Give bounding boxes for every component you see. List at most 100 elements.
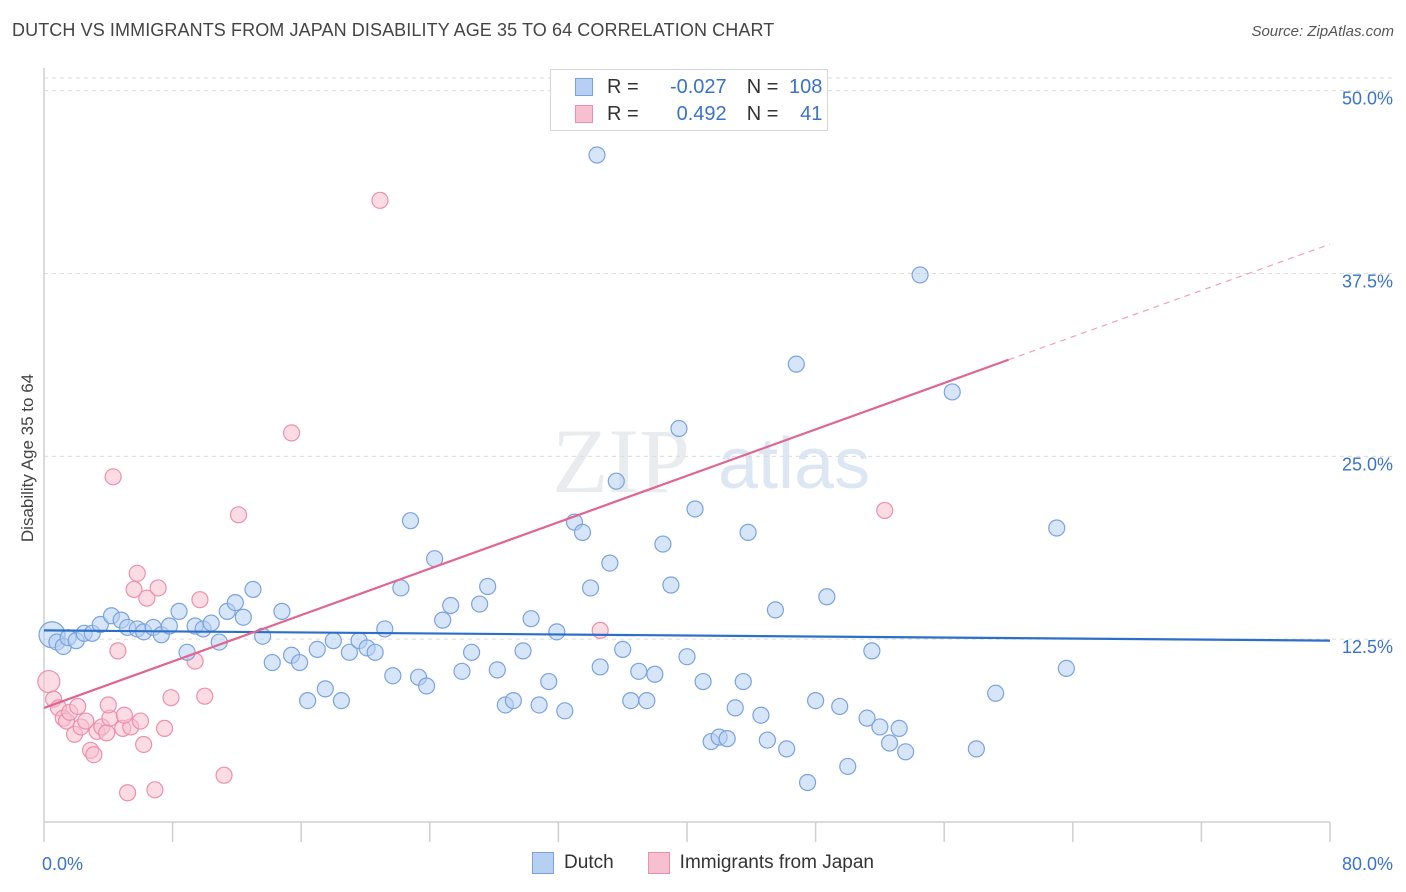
data-point-dutch [778, 740, 796, 758]
chart-title: DUTCH VS IMMIGRANTS FROM JAPAN DISABILIT… [12, 20, 775, 40]
legend-label-japan: Immigrants from Japan [679, 852, 874, 873]
legend-n-label: N = [746, 75, 779, 98]
data-point-japan [371, 191, 389, 209]
data-point-dutch [471, 595, 489, 613]
data-point-japan [146, 781, 164, 799]
data-point-japan [99, 696, 117, 714]
correlation-legend: R = -0.027 N = 108 R = 0.492 N = 41 [550, 69, 828, 131]
data-point-dutch [540, 672, 558, 691]
data-point-dutch [170, 602, 188, 620]
data-point-dutch [234, 608, 252, 626]
legend-marker-japan [647, 852, 670, 874]
data-point-dutch [726, 699, 744, 717]
data-point-dutch [739, 523, 757, 541]
data-point-dutch [858, 709, 876, 727]
data-point-dutch [871, 718, 889, 736]
data-point-dutch [588, 146, 606, 164]
data-point-dutch [670, 419, 688, 438]
data-point-japan [125, 580, 143, 599]
data-point-japan [155, 719, 174, 737]
x-tick-labels: 0.0% 80.0% [42, 854, 1393, 874]
x-tick-label: 80.0% [1342, 854, 1393, 874]
data-point-dutch [943, 383, 961, 401]
data-point-japan [135, 735, 153, 754]
data-point-japan [196, 687, 214, 705]
gridlines [44, 77, 1392, 640]
data-point-dutch [514, 642, 532, 660]
legend-marker-dutch [532, 852, 555, 874]
data-point-dutch [316, 680, 334, 698]
data-point-dutch [299, 691, 317, 710]
data-point-dutch [787, 355, 805, 373]
data-point-japan [282, 424, 301, 442]
x-tick-label: 0.0% [42, 854, 83, 874]
chart-source: Source: ZipAtlas.com [1251, 23, 1394, 40]
data-point-dutch [614, 640, 632, 658]
data-point-japan [191, 591, 209, 609]
data-point-dutch [556, 702, 574, 720]
data-point-dutch [392, 579, 410, 597]
legend-n-value-japan: 41 [800, 102, 823, 125]
data-point-dutch [897, 743, 915, 761]
data-point-dutch [839, 757, 857, 776]
data-point-dutch [244, 580, 262, 599]
legend-item-japan[interactable]: Immigrants from Japan [647, 852, 874, 874]
legend-row-dutch: R = -0.027 N = 108 [575, 74, 822, 100]
data-point-japan [229, 506, 248, 524]
data-point-dutch [630, 662, 648, 680]
data-point-dutch [479, 577, 497, 596]
data-point-japan [162, 689, 180, 707]
data-point-dutch [622, 691, 640, 710]
series-dutch [38, 146, 1075, 792]
data-point-dutch [686, 500, 704, 518]
data-point-dutch [591, 658, 609, 676]
data-point-dutch [766, 601, 785, 619]
data-point-dutch [678, 648, 696, 666]
data-point-dutch [324, 632, 342, 650]
watermark: ZIP atlas [552, 410, 870, 512]
data-point-dutch [442, 596, 460, 615]
legend-r-label: R = [607, 102, 639, 125]
data-point-dutch [573, 523, 592, 541]
data-point-japan [876, 501, 894, 520]
series-legend: Dutch Immigrants from Japan [0, 852, 1406, 874]
data-point-dutch [987, 684, 1005, 702]
data-point-dutch [1048, 519, 1066, 537]
data-point-dutch [263, 653, 281, 672]
y-tick-label: 12.5% [1342, 637, 1393, 657]
data-point-japan [98, 724, 116, 742]
legend-swatch-japan [575, 105, 593, 123]
data-point-dutch [863, 642, 881, 660]
data-point-dutch [581, 579, 600, 597]
y-tick-label: 25.0% [1342, 454, 1393, 474]
data-point-dutch [366, 643, 384, 661]
data-point-dutch [758, 731, 776, 749]
trend-lines [43, 243, 1331, 709]
data-point-dutch [718, 730, 736, 748]
legend-r-label: R = [607, 75, 639, 98]
data-point-dutch [530, 696, 548, 714]
legend-r-value-japan: 0.492 [676, 102, 727, 125]
legend-swatch-dutch [575, 78, 593, 96]
data-point-japan [115, 706, 133, 724]
data-point-dutch [798, 773, 817, 792]
data-point-dutch [806, 691, 825, 710]
data-point-japan [215, 766, 233, 784]
data-point-dutch [548, 623, 566, 641]
data-point-dutch [734, 672, 752, 691]
data-point-japan [149, 579, 167, 597]
data-point-dutch [880, 734, 899, 752]
data-point-dutch [290, 653, 309, 672]
data-point-dutch [522, 610, 540, 628]
legend-item-dutch[interactable]: Dutch [532, 852, 614, 874]
data-point-japan [104, 468, 122, 486]
data-point-dutch [384, 667, 402, 685]
data-point-japan [85, 746, 103, 764]
data-point-dutch [1057, 659, 1075, 678]
trend-line-dutch [43, 629, 1331, 642]
data-point-dutch [967, 740, 985, 758]
data-point-dutch [434, 611, 452, 629]
axes [43, 68, 1331, 842]
data-point-japan [118, 784, 137, 802]
y-tick-label: 50.0% [1342, 89, 1393, 109]
